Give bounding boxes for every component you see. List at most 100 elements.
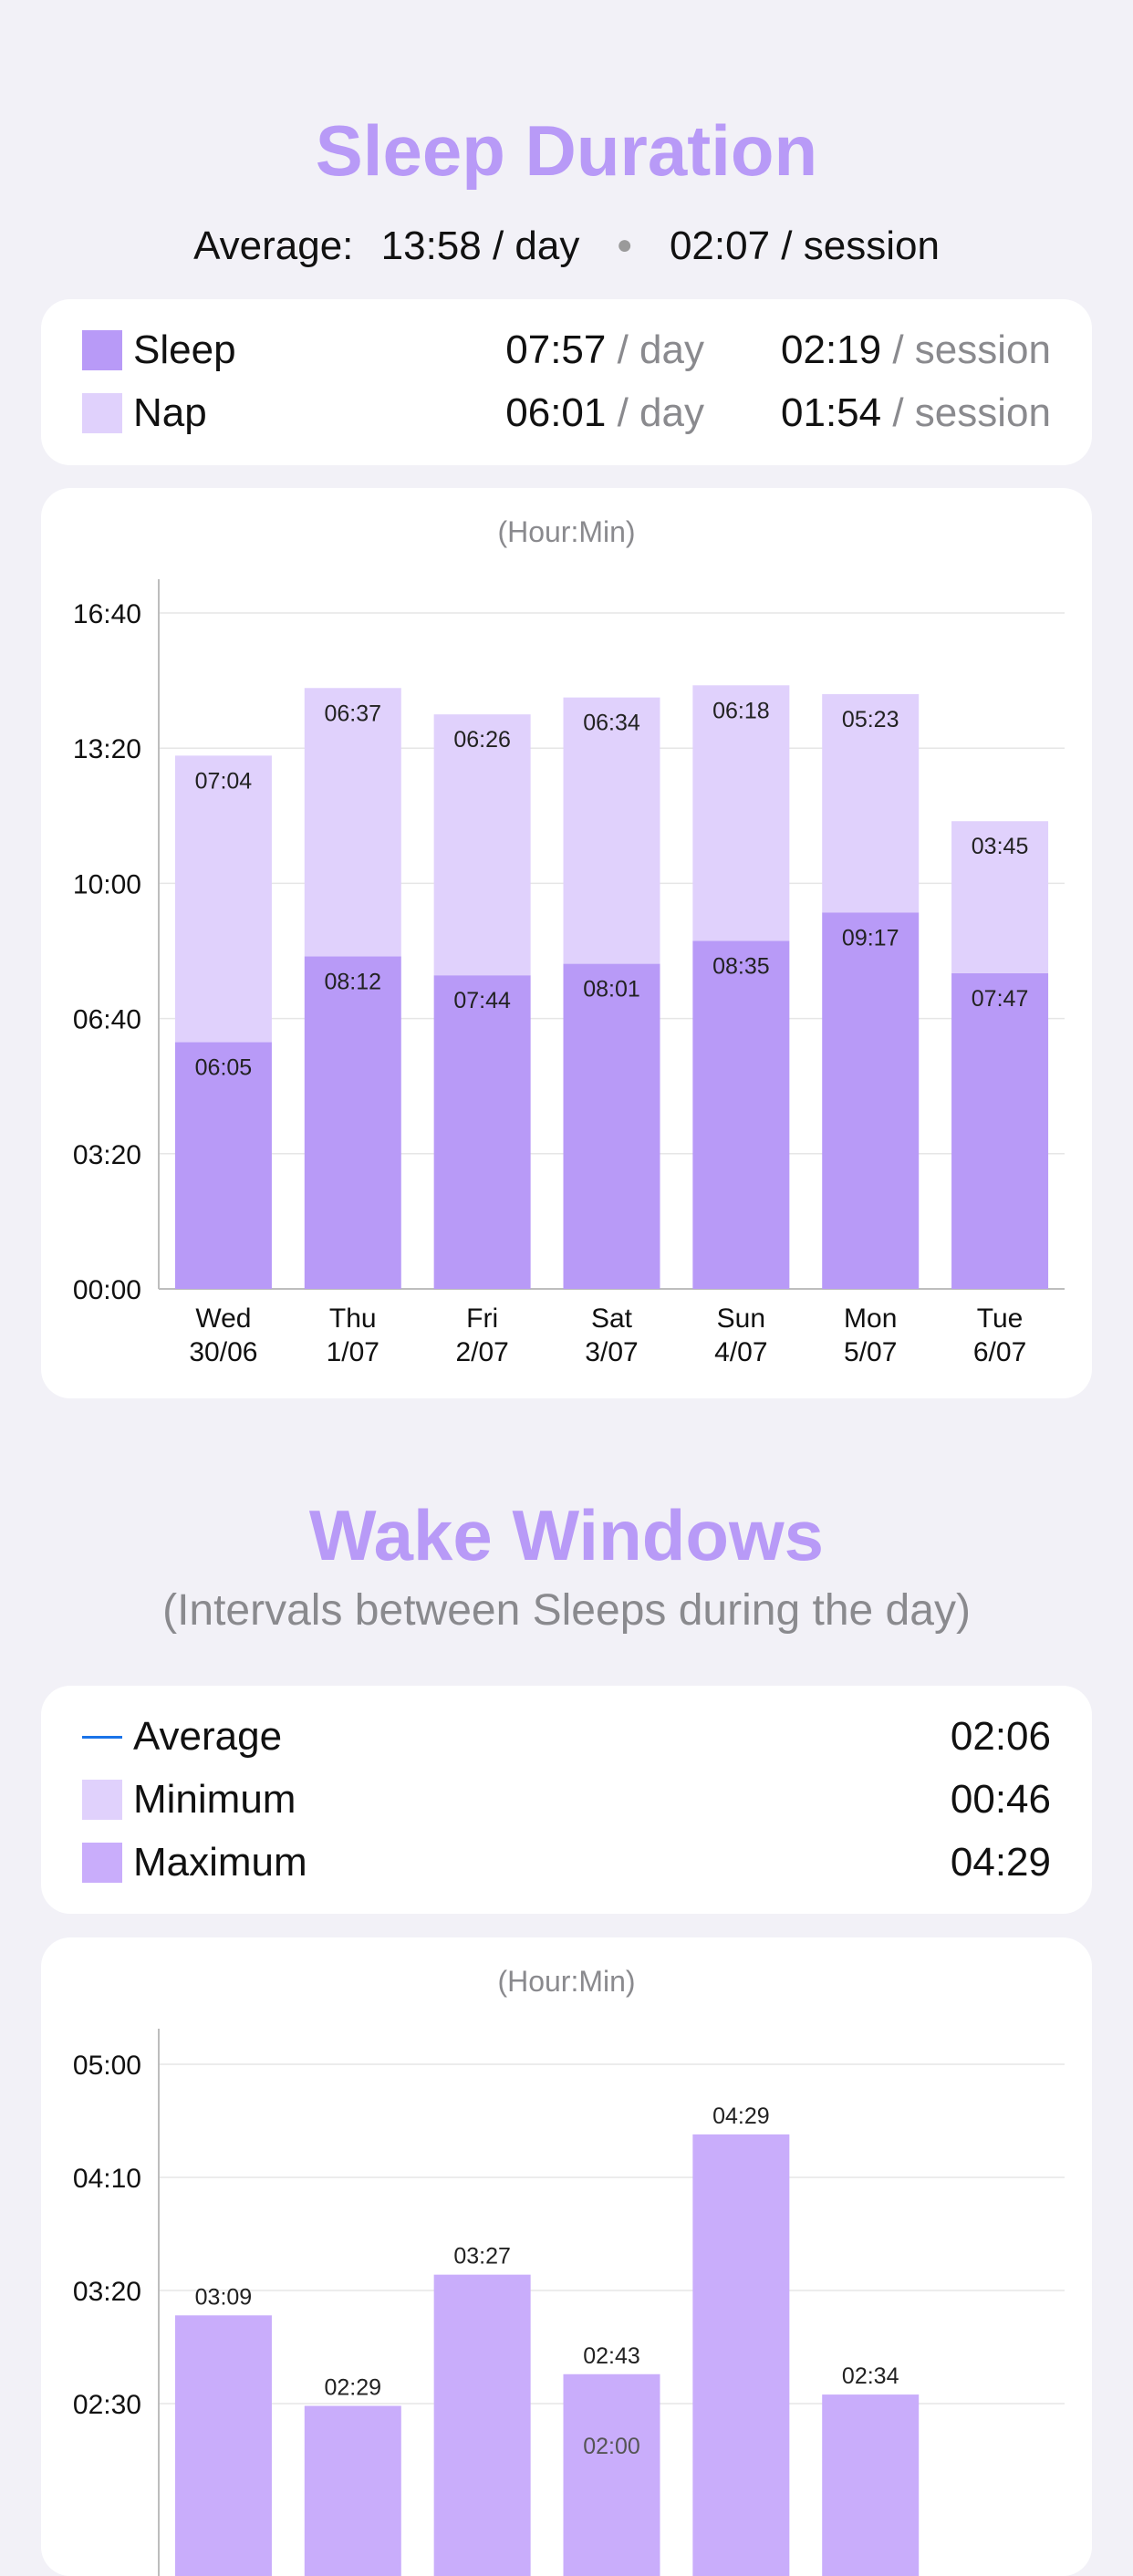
bar-maximum (174, 2315, 272, 2576)
legend-row-sleep: Sleep 07:57 / day 02:19 / session (82, 323, 1051, 378)
y-tick-label: 03:20 (73, 1140, 141, 1170)
legend-label: Sleep (133, 327, 236, 372)
average-line-swatch (82, 1735, 122, 1739)
data-label: 05:23 (842, 707, 899, 732)
wake-chart-card: (Hour:Min) 02:30 03:20 04:10 05:00 03:09 02:2… (41, 1937, 1092, 2576)
data-label: 03:45 (972, 834, 1029, 859)
bar-sleep (563, 963, 660, 1289)
x-tick-label: Thu (329, 1304, 377, 1334)
x-tick-label: Sun (717, 1304, 765, 1334)
bar-nap (692, 685, 790, 941)
bar-nap (822, 693, 920, 913)
legend-row-minimum: Minimum 00:46 (82, 1772, 1051, 1827)
data-label: 02:34 (842, 2363, 899, 2389)
data-label: 04:29 (712, 2103, 770, 2129)
legend-label: Average (133, 1714, 283, 1759)
x-tick-label: Sat (591, 1304, 633, 1334)
sleep-legend-card: Sleep 07:57 / day 02:19 / session Nap 06… (41, 299, 1092, 465)
average-day: 13:58 / day (380, 223, 580, 268)
day-suffix: / day (617, 327, 704, 372)
bar-nap (433, 714, 531, 976)
nap-day-value: 06:01 (505, 390, 607, 435)
data-label: 09:17 (842, 925, 899, 950)
legend-label: Nap (133, 390, 207, 435)
minimum-value: 00:46 (950, 1777, 1051, 1822)
maximum-swatch (82, 1843, 122, 1883)
data-label: 08:35 (712, 953, 770, 979)
bar-maximum (822, 2394, 920, 2576)
unit-label: (Hour:Min) (497, 515, 636, 548)
x-tick-label: 2/07 (455, 1337, 508, 1367)
bar-nap (563, 697, 660, 964)
y-tick-label: 03:20 (73, 2277, 141, 2307)
bar-nap (951, 821, 1049, 973)
average-value: 02:06 (950, 1714, 1051, 1759)
data-label: 06:26 (453, 727, 511, 753)
bar-sleep (304, 956, 401, 1289)
legend-row-nap: Nap 06:01 / day 01:54 / session (82, 386, 1051, 441)
data-label: 07:47 (972, 986, 1029, 1012)
data-label: 07:44 (453, 988, 511, 1013)
data-label: 06:34 (583, 711, 640, 736)
separator-dot: ● (616, 230, 633, 260)
session-suffix: / session (892, 390, 1051, 435)
data-label: 06:05 (195, 1055, 253, 1081)
data-label: 08:01 (583, 977, 640, 1002)
data-label: 06:37 (325, 701, 382, 726)
y-tick-label: 02:30 (73, 2390, 141, 2420)
sleep-chart-card: (Hour:Min) 00:00 03:20 06:40 10:00 13:20 16:4… (41, 488, 1092, 1398)
x-tick-label: 1/07 (327, 1337, 379, 1367)
maximum-value: 04:29 (950, 1840, 1051, 1885)
minimum-swatch (82, 1780, 122, 1820)
bar-sleep (174, 1042, 272, 1289)
x-tick-label: Fri (466, 1304, 498, 1334)
data-label: 02:29 (325, 2374, 382, 2400)
legend-row-maximum: Maximum 04:29 (82, 1835, 1051, 1890)
legend-label: Maximum (133, 1840, 307, 1885)
x-tick-label: Tue (977, 1304, 1024, 1334)
x-tick-label: 3/07 (585, 1337, 638, 1367)
average-label: Average: (193, 223, 354, 268)
y-tick-label: 05:00 (73, 2051, 141, 2081)
x-tick-label: 4/07 (714, 1337, 767, 1367)
y-tick-label: 00:00 (73, 1275, 141, 1305)
wake-windows-chart: 02:30 03:20 04:10 05:00 03:09 02:29 03:27 02:43… (73, 2029, 1065, 2576)
bar-nap (304, 688, 401, 957)
sleep-swatch (82, 330, 122, 370)
x-tick-label: Wed (195, 1304, 251, 1334)
y-tick-label: 04:10 (73, 2164, 141, 2194)
bar-sleep (822, 912, 920, 1289)
bar-nap (174, 755, 272, 1043)
bar-maximum (433, 2274, 531, 2576)
sleep-average-line: Average: 13:58 / day ● 02:07 / session (0, 223, 1133, 269)
data-label: 06:18 (712, 698, 770, 723)
data-label: 03:27 (453, 2244, 511, 2270)
wake-windows-title: Wake Windows (308, 1495, 825, 1575)
bar-sleep (951, 972, 1049, 1289)
wake-windows-subtitle: (Intervals between Sleeps during the day… (162, 1586, 971, 1635)
unit-label: (Hour:Min) (497, 1965, 636, 1998)
bar-sleep (433, 975, 531, 1289)
nap-swatch (82, 393, 122, 433)
sleep-duration-title: Sleep Duration (315, 110, 818, 191)
legend-label: Minimum (133, 1777, 296, 1822)
legend-row-average: Average 02:06 (82, 1709, 1051, 1764)
y-tick-label: 06:40 (73, 1005, 141, 1035)
bar-maximum (304, 2405, 401, 2576)
data-label: 03:09 (195, 2284, 253, 2310)
bar-sleep (692, 940, 790, 1289)
y-tick-label: 13:20 (73, 734, 141, 764)
wake-legend-card: Average 02:06 Minimum 00:46 Maximum 04:2… (41, 1686, 1092, 1914)
data-label: 02:00 (583, 2434, 640, 2459)
average-session: 02:07 / session (669, 223, 940, 268)
nap-session-value: 01:54 (781, 390, 882, 435)
day-suffix: / day (617, 390, 704, 435)
data-label: 02:43 (583, 2343, 640, 2369)
data-label: 08:12 (325, 969, 382, 994)
data-label: 07:04 (195, 768, 253, 794)
sleep-day-value: 07:57 (505, 327, 607, 372)
session-suffix: / session (892, 327, 1051, 372)
x-tick-label: 5/07 (844, 1337, 897, 1367)
x-tick-label: 6/07 (973, 1337, 1026, 1367)
bar-maximum (563, 2373, 660, 2576)
